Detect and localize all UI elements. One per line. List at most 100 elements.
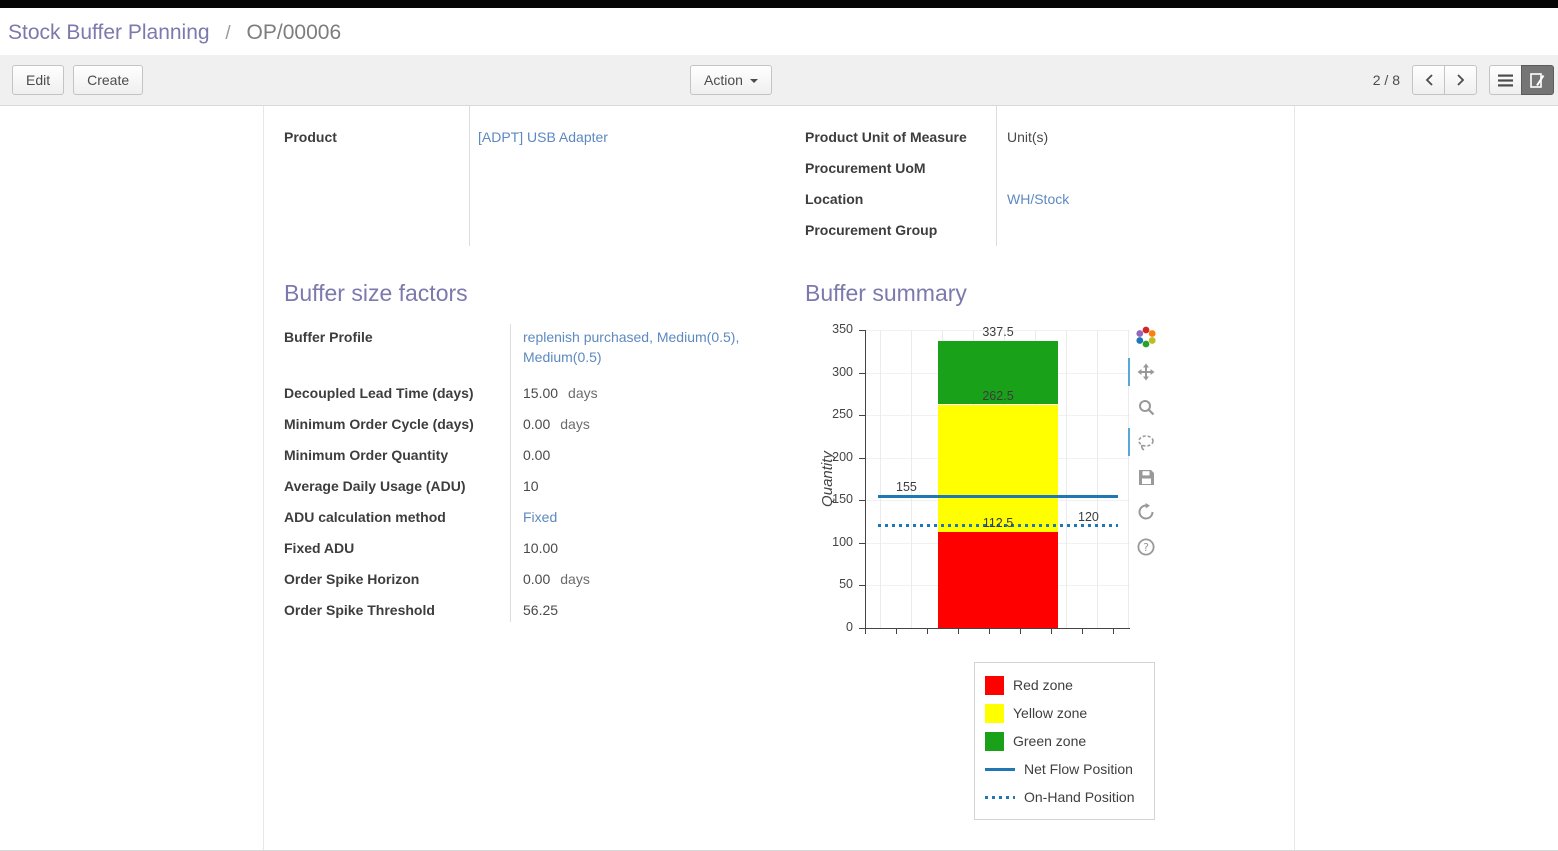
field-row-average-daily-usage-adu: Average Daily Usage (ADU) 10 xyxy=(284,471,805,502)
zoom-button[interactable] xyxy=(1138,396,1155,418)
x-tick-mark xyxy=(1113,629,1114,634)
field-value: 10.00 xyxy=(523,540,559,556)
edit-button[interactable]: Edit xyxy=(12,65,65,95)
save-button[interactable] xyxy=(1138,466,1155,488)
field-value-link[interactable]: Fixed xyxy=(523,509,558,525)
field-value: 0.00 xyxy=(523,571,551,587)
pager-counter: 2 / 8 xyxy=(1372,72,1400,88)
reset-axes-button[interactable] xyxy=(1137,501,1155,523)
y-tick-label: 50 xyxy=(839,577,853,592)
field-unit-suffix: days xyxy=(560,571,590,587)
y-tick-label: 200 xyxy=(832,449,853,464)
v-gridline xyxy=(911,330,912,628)
pan-button[interactable] xyxy=(1128,358,1155,386)
chart-plot-area: 337.5 262.5 155 112.5 120 xyxy=(865,325,1130,629)
top-navbar xyxy=(0,0,1558,8)
pager-previous-button[interactable] xyxy=(1412,65,1445,95)
pager-and-views: 2 / 8 xyxy=(1373,65,1554,95)
create-button[interactable]: Create xyxy=(73,65,144,95)
column-separator xyxy=(510,324,511,622)
h-gridline xyxy=(866,330,1130,331)
y-tick-label: 300 xyxy=(832,364,853,379)
chevron-left-icon xyxy=(1425,74,1433,86)
lasso-select-button[interactable] xyxy=(1128,428,1155,456)
field-label: Minimum Order Quantity xyxy=(284,447,449,463)
field-label: Minimum Order Cycle (days) xyxy=(284,416,474,432)
legend-item-red-zone[interactable]: Red zone xyxy=(985,671,1144,699)
y-tick-mark xyxy=(859,330,865,331)
refresh-icon xyxy=(1138,503,1154,520)
chart-annotation: 155 xyxy=(896,480,917,495)
column-separator xyxy=(996,106,997,246)
field-label: Product Unit of Measure xyxy=(805,129,967,145)
field-label: Location xyxy=(805,191,864,207)
field-row-minimum-order-cycle-days: Minimum Order Cycle (days) 0.00 days xyxy=(284,409,805,440)
y-tick-label: 100 xyxy=(832,534,853,549)
x-tick-mark xyxy=(927,629,928,634)
legend-label: Yellow zone xyxy=(1013,705,1088,721)
field-row-fixed-adu: Fixed ADU 10.00 xyxy=(284,533,805,564)
chart-annotation: 262.5 xyxy=(982,388,1014,403)
plotly-logo-button[interactable] xyxy=(1135,326,1157,348)
x-tick-mark xyxy=(1051,629,1052,634)
legend-item-net-flow-position[interactable]: Net Flow Position xyxy=(985,755,1144,783)
form-view-button[interactable] xyxy=(1521,65,1554,95)
chart-line-on-hand-position xyxy=(878,524,1118,528)
field-label: Average Daily Usage (ADU) xyxy=(284,478,466,494)
field-row-buffer-profile: Buffer Profile replenish purchased, Mediu… xyxy=(284,322,805,378)
breadcrumb-current: OP/00006 xyxy=(246,21,342,44)
action-dropdown-button[interactable]: Action xyxy=(690,65,772,95)
field-value-link[interactable]: WH/Stock xyxy=(1007,191,1070,207)
pager-next-button[interactable] xyxy=(1444,65,1477,95)
pan-icon xyxy=(1137,363,1155,381)
x-tick-mark xyxy=(958,629,959,634)
general-fields-left: Product [ADPT] USB Adapter xyxy=(284,106,789,246)
legend-item-yellow-zone[interactable]: Yellow zone xyxy=(985,699,1144,727)
legend-label: Green zone xyxy=(1013,733,1087,749)
chart-annotation: 337.5 xyxy=(982,324,1014,339)
y-tick-mark xyxy=(859,415,865,417)
help-button[interactable]: ? xyxy=(1137,536,1155,558)
legend-item-green-zone[interactable]: Green zone xyxy=(985,727,1144,755)
legend-label: Red zone xyxy=(1013,677,1073,693)
buffer-size-factors-heading: Buffer size factors xyxy=(284,280,468,306)
field-unit-suffix: days xyxy=(560,416,590,432)
field-value: 0.00 xyxy=(523,447,551,463)
control-panel: Edit Create Action 2 / 8 xyxy=(0,55,1558,106)
form-icon xyxy=(1530,72,1545,88)
list-view-button[interactable] xyxy=(1489,65,1522,95)
column-separator xyxy=(469,106,470,246)
legend-marker-net-flow-position xyxy=(985,767,1015,771)
breadcrumb: Stock Buffer Planning / OP/00006 xyxy=(0,8,1558,55)
action-label: Action xyxy=(704,72,743,88)
field-label: ADU calculation method xyxy=(284,509,446,525)
buffer-summary-section: Buffer summary Quantity 337.5 262.5 155 112… xyxy=(805,246,1274,820)
field-label: Procurement Group xyxy=(805,222,938,238)
y-tick-label: 150 xyxy=(832,492,853,507)
chevron-down-icon xyxy=(749,79,758,84)
y-tick-label: 350 xyxy=(832,322,853,336)
field-value-link[interactable]: replenish purchased, Medium(0.5), Medium… xyxy=(523,329,740,365)
legend-item-on-hand-position[interactable]: On-Hand Position xyxy=(985,783,1144,811)
field-label: Order Spike Threshold xyxy=(284,602,435,618)
chart-annotation: 120 xyxy=(1078,509,1099,524)
field-value-link[interactable]: [ADPT] USB Adapter xyxy=(478,129,608,145)
v-gridline xyxy=(1066,330,1067,628)
legend-marker-red-zone xyxy=(985,675,1004,695)
legend-marker-green-zone xyxy=(985,731,1004,751)
field-label: Product xyxy=(284,129,337,145)
y-tick-mark xyxy=(859,585,865,587)
field-label: Buffer Profile xyxy=(284,329,373,345)
field-value: 10 xyxy=(523,478,539,494)
breadcrumb-parent-link[interactable]: Stock Buffer Planning xyxy=(8,21,210,44)
breadcrumb-separator: / xyxy=(225,23,231,44)
buffer-size-factors-table: Buffer Profile replenish purchased, Mediu… xyxy=(284,322,805,626)
field-row-decoupled-lead-time-days: Decoupled Lead Time (days) 15.00 days xyxy=(284,378,805,409)
y-tick-mark xyxy=(859,457,865,459)
buffer-chart: Quantity 337.5 262.5 155 112.5 120 ? 0 50 100 1… xyxy=(805,322,1274,654)
lasso-select-icon xyxy=(1138,434,1154,451)
chart-modebar: ? xyxy=(1128,326,1157,558)
field-label: Order Spike Horizon xyxy=(284,571,420,587)
field-value: 15.00 xyxy=(523,385,559,401)
plotly-logo-icon xyxy=(1136,326,1156,348)
